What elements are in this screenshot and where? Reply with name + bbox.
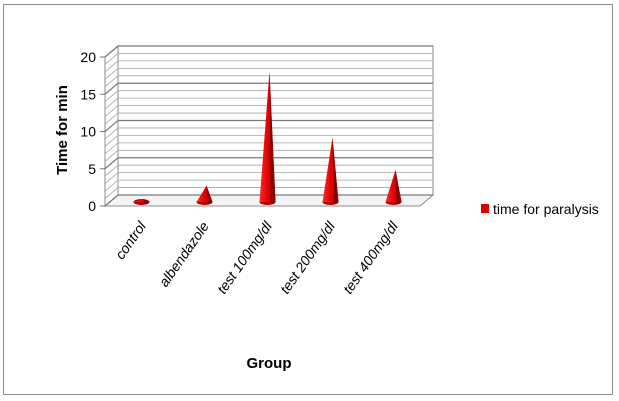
y-tick-label: 5 [88, 161, 96, 177]
y-tick-label: 20 [80, 49, 96, 65]
y-tick-label: 10 [80, 124, 96, 140]
x-tick-label: test 400mg/dl [340, 218, 402, 297]
bar-test-400mg-dl [385, 169, 402, 205]
gridline-major [104, 45, 433, 58]
cone-shade [269, 71, 276, 204]
gridlines [104, 45, 433, 207]
gridline-minor [104, 149, 433, 162]
gridline-minor [104, 105, 433, 117]
x-axis-ticks: control albendazole test 100mg/dl test 200m… [112, 218, 402, 297]
gridline-minor [104, 90, 433, 103]
gridline-minor [104, 142, 433, 155]
gridline-minor [104, 164, 433, 177]
bar-test-100mg-dl [259, 71, 276, 205]
legend-swatch [481, 204, 489, 213]
cone-shade [143, 199, 150, 204]
y-axis-title: Time for min [54, 85, 71, 175]
x-tick-label: test 100mg/dl [214, 218, 276, 297]
gridline-minor [104, 97, 433, 110]
x-tick-label: albendazole [156, 218, 213, 289]
y-axis-ticks: 0 5 10 15 20 [80, 49, 105, 214]
bars [133, 71, 402, 205]
x-tick-label: test 200mg/dl [277, 218, 339, 297]
gridline-major [104, 119, 433, 132]
legend: time for paralysis [481, 201, 599, 217]
cone-shade [332, 137, 339, 204]
y-tick-label: 15 [80, 86, 96, 102]
gridline-minor [104, 67, 433, 80]
gridline-minor [104, 134, 433, 147]
legend-label: time for paralysis [493, 201, 599, 217]
cone-shade [206, 185, 213, 204]
gridline-major [104, 157, 433, 170]
gridline-minor [104, 53, 433, 65]
gridline-minor [104, 127, 433, 140]
gridline-minor [104, 60, 433, 73]
gridline-major [104, 82, 433, 95]
bar-control [133, 199, 150, 205]
gridline-minor [104, 112, 433, 125]
x-tick-label: control [112, 218, 150, 262]
bar-albendazole [196, 185, 213, 205]
bar-test-200mg-dl [322, 137, 339, 205]
gridline-minor [104, 75, 433, 88]
y-tick-label: 0 [88, 198, 96, 214]
cone-shade [395, 169, 402, 204]
x-axis-title: Group [247, 355, 292, 372]
